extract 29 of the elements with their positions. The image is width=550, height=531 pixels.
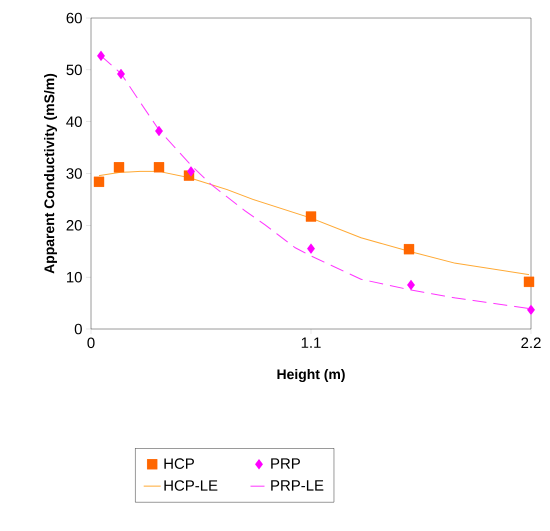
y-tick-label: 40 — [66, 116, 82, 127]
y-tick-label: 0 — [74, 324, 82, 334]
point — [187, 166, 195, 177]
point — [94, 176, 104, 187]
legend-label: PRP — [271, 458, 300, 469]
y-tick-label: 20 — [66, 220, 82, 231]
point — [306, 211, 316, 222]
x-tick-label: 0 — [87, 338, 95, 348]
legend-label: HCP-LE — [164, 480, 218, 491]
point — [155, 126, 163, 136]
point — [114, 162, 124, 172]
point — [97, 50, 105, 62]
point — [117, 68, 125, 80]
x-axis-title: Height (m) — [277, 368, 345, 382]
y-tick-label: 50 — [66, 64, 82, 76]
point — [527, 304, 535, 316]
point — [407, 280, 415, 290]
y-axis-title: Apparent Conductivity (mS/m) — [44, 74, 58, 274]
x-tick-label: 2.2 — [521, 338, 541, 348]
point — [154, 162, 164, 172]
x-tick-label: 1.1 — [302, 338, 321, 348]
point — [524, 276, 534, 288]
legend-label: PRP-LE — [271, 480, 324, 491]
y-tick-label: 30 — [66, 168, 82, 179]
point — [404, 244, 414, 254]
point — [307, 243, 315, 254]
y-tick-label: 60 — [66, 12, 82, 24]
y-tick-label: 10 — [67, 272, 82, 282]
legend-label: HCP — [164, 458, 194, 469]
